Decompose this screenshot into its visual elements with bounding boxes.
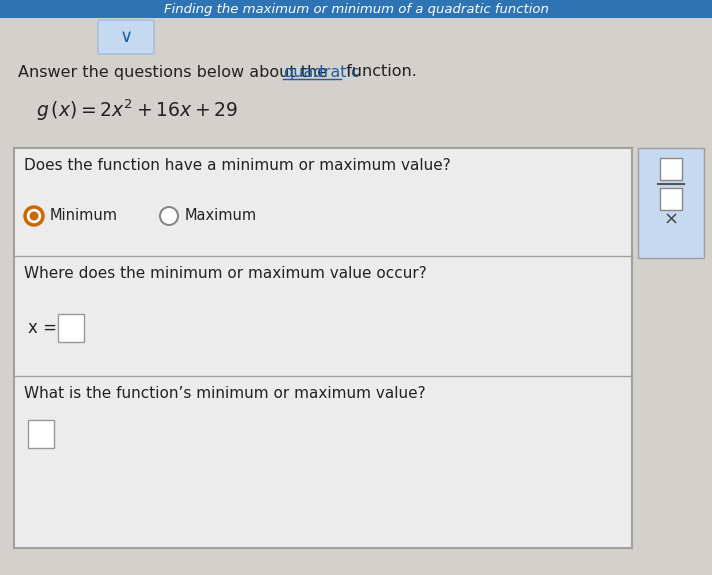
FancyBboxPatch shape [58, 314, 84, 342]
FancyBboxPatch shape [0, 0, 712, 18]
FancyBboxPatch shape [98, 20, 154, 54]
Text: Answer the questions below about the: Answer the questions below about the [18, 64, 333, 79]
Circle shape [160, 207, 178, 225]
Text: $g\,(x) = 2x^2 + 16x + 29$: $g\,(x) = 2x^2 + 16x + 29$ [36, 97, 238, 122]
Text: Maximum: Maximum [185, 209, 257, 224]
FancyBboxPatch shape [660, 188, 682, 210]
Text: function.: function. [341, 64, 417, 79]
Text: Where does the minimum or maximum value occur?: Where does the minimum or maximum value … [24, 266, 426, 282]
Circle shape [25, 207, 43, 225]
Text: quadratic: quadratic [283, 64, 360, 79]
Text: Does the function have a minimum or maximum value?: Does the function have a minimum or maxi… [24, 159, 451, 174]
Circle shape [29, 212, 38, 220]
Text: x =: x = [28, 319, 57, 337]
FancyBboxPatch shape [14, 148, 632, 548]
Text: ∨: ∨ [120, 28, 132, 46]
Text: What is the function’s minimum or maximum value?: What is the function’s minimum or maximu… [24, 386, 426, 401]
FancyBboxPatch shape [28, 420, 54, 448]
FancyBboxPatch shape [660, 158, 682, 180]
Text: Minimum: Minimum [50, 209, 118, 224]
Text: ×: × [664, 211, 679, 229]
FancyBboxPatch shape [638, 148, 704, 258]
Text: Finding the maximum or minimum of a quadratic function: Finding the maximum or minimum of a quad… [164, 2, 548, 16]
